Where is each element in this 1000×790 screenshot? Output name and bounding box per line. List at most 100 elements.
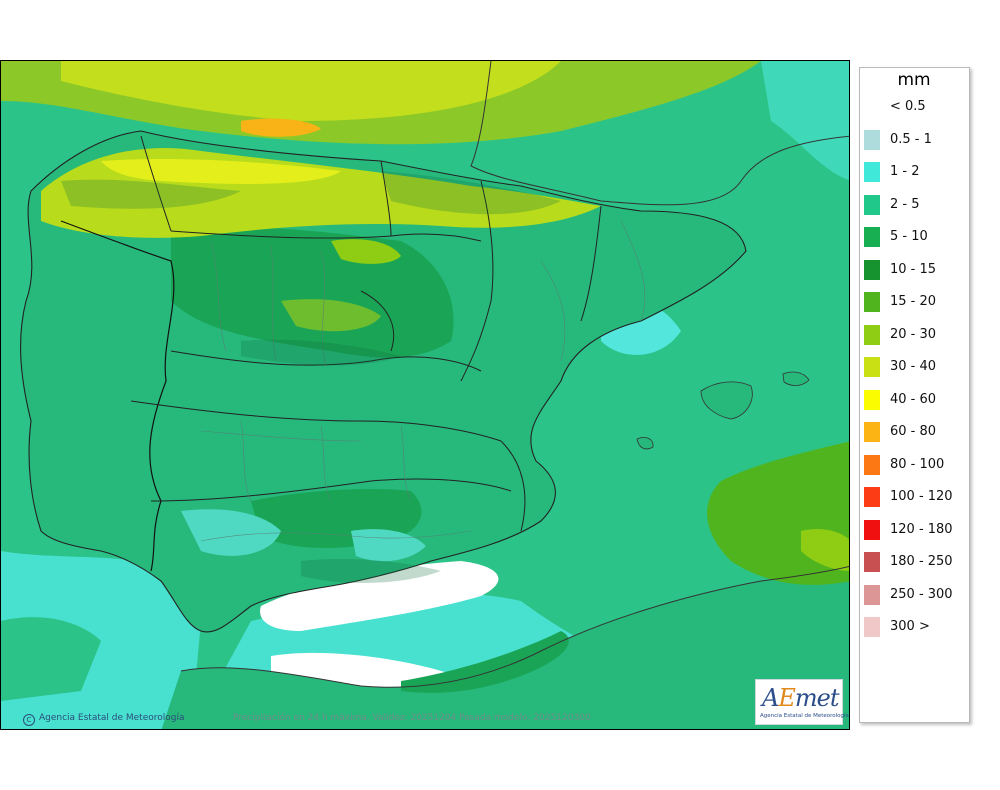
- logo-letters: met: [794, 684, 840, 712]
- legend-item: < 0.5: [864, 97, 968, 117]
- legend-label: 5 - 10: [890, 229, 928, 244]
- legend-label: 30 - 40: [890, 359, 937, 374]
- precipitation-map[interactable]: C Agencia Estatal de Meteorología Precipi…: [0, 60, 850, 730]
- region-border: [360, 290, 395, 352]
- legend-label: < 0.5: [890, 99, 926, 114]
- region-border: [170, 350, 482, 372]
- legend-swatch: [864, 227, 880, 247]
- province-border: [620, 220, 646, 322]
- legend-label: 10 - 15: [890, 261, 937, 277]
- north-africa-land: [161, 566, 849, 729]
- region-border: [380, 160, 392, 237]
- inland-precip-area: [401, 631, 569, 693]
- legend-label: 250 - 300: [890, 586, 953, 602]
- legend-item: 0.5 - 1: [864, 129, 968, 150]
- region-border: [140, 135, 172, 232]
- relief-shade: [381, 171, 561, 215]
- legend-label: 300 >: [890, 619, 930, 634]
- light-precip-area: [181, 509, 281, 556]
- dry-area: [260, 561, 499, 631]
- legend-swatch: [864, 519, 880, 540]
- logo-wordmark: AEmet: [762, 684, 840, 712]
- legend-label: 80 - 100: [890, 456, 945, 472]
- legend-label: 15 - 20: [890, 294, 937, 309]
- legend-swatch: [864, 162, 880, 182]
- province-border: [270, 245, 277, 362]
- light-precip-area: [761, 61, 849, 181]
- region-border: [460, 180, 494, 382]
- relief-shade: [241, 339, 401, 366]
- province-border: [240, 420, 252, 502]
- legend-label: 40 - 60: [890, 391, 937, 407]
- france-coastline: [470, 61, 849, 206]
- legend-item: 10 - 15: [864, 259, 968, 280]
- legend-swatch: [864, 194, 880, 215]
- province-border: [200, 530, 472, 542]
- region-borders: [130, 135, 602, 532]
- moderate-precip-area: [801, 529, 849, 571]
- province-borders: [200, 220, 646, 542]
- very-heavy-precip-spot: [241, 118, 321, 137]
- province-border: [320, 250, 327, 367]
- legend-swatch: [864, 487, 880, 507]
- legend-item: 5 - 10: [864, 227, 968, 247]
- legend-swatch: [864, 552, 880, 572]
- legend-swatch: [864, 259, 880, 280]
- legend-unit: mm: [897, 70, 931, 90]
- northern-precip-band: [101, 159, 341, 184]
- province-border: [320, 425, 332, 502]
- relief-shade: [301, 559, 441, 583]
- mallorca-island: [700, 381, 753, 420]
- legend-swatch: [864, 129, 880, 150]
- legend-swatch: [864, 617, 880, 637]
- legend-item: 20 - 30: [864, 324, 968, 345]
- legend-label: 120 - 180: [890, 521, 953, 537]
- legend-item: 80 - 100: [864, 454, 968, 475]
- inland-precip-area: [331, 239, 401, 264]
- precipitation-legend: mm < 0.5 0.5 - 1 1 - 2 2 - 5 5 - 10 10 - 15 15…: [859, 67, 970, 723]
- map-caption: Precipitación en 24 h máxima. Validez: 2…: [233, 713, 591, 723]
- legend-label: 60 - 80: [890, 424, 937, 439]
- region-border: [500, 440, 526, 532]
- legend-item: 60 - 80: [864, 422, 968, 442]
- legend-swatch: [864, 324, 880, 345]
- province-border: [210, 240, 227, 352]
- region-border: [150, 478, 512, 502]
- ibiza-island: [636, 437, 654, 450]
- region-border: [170, 230, 482, 242]
- credit-text: Agencia Estatal de Meteorología: [39, 713, 185, 723]
- map-canvas: [1, 61, 849, 729]
- logo-letter: A: [762, 684, 779, 712]
- legend-swatch: [864, 454, 880, 475]
- legend-item: 15 - 20: [864, 292, 968, 312]
- aemet-logo: AEmet Agencia Estatal de Meteorología: [755, 679, 849, 725]
- peninsula-coastline: [20, 130, 747, 633]
- logo-letter: E: [778, 684, 796, 712]
- legend-item: 1 - 2: [864, 162, 968, 182]
- portugal-border: [60, 220, 175, 572]
- legend-label: 2 - 5: [890, 196, 920, 212]
- legend-label: 100 - 120: [890, 489, 953, 504]
- legend-item: 180 - 250: [864, 552, 968, 572]
- legend-swatch: [864, 292, 880, 312]
- legend-item: 100 - 120: [864, 487, 968, 507]
- legend-item: 40 - 60: [864, 389, 968, 410]
- legend-item: 30 - 40: [864, 357, 968, 377]
- copyright-icon: C: [23, 714, 35, 726]
- legend-item: 2 - 5: [864, 194, 968, 215]
- province-border: [540, 260, 566, 362]
- legend-label: 180 - 250: [890, 554, 953, 569]
- copyright-credit: C Agencia Estatal de Meteorología: [23, 713, 185, 726]
- legend-item: 250 - 300: [864, 584, 968, 605]
- sea-patch: [1, 617, 101, 701]
- africa-coastline: [180, 565, 849, 688]
- heavy-precip-band: [61, 61, 561, 121]
- inland-precip-area: [281, 299, 381, 332]
- menorca-island: [782, 371, 810, 386]
- terrain-shading: [61, 171, 561, 583]
- legend-swatch: [864, 422, 880, 442]
- legend-label: 0.5 - 1: [890, 131, 932, 147]
- province-border: [400, 425, 412, 502]
- legend-swatch: [864, 357, 880, 377]
- legend-label: 20 - 30: [890, 326, 937, 342]
